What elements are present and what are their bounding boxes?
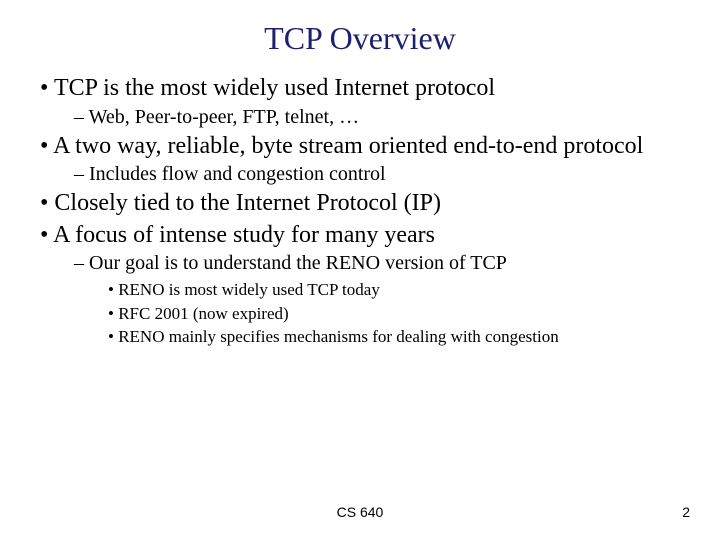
slide-number: 2 (682, 504, 690, 520)
bullet-level-1: Closely tied to the Internet Protocol (I… (40, 190, 690, 218)
footer-center-text: CS 640 (0, 504, 720, 520)
bullet-level-2: Web, Peer-to-peer, FTP, telnet, … (74, 105, 690, 129)
bullet-level-3: RENO is most widely used TCP today (108, 279, 690, 300)
bullet-level-3: RFC 2001 (now expired) (108, 303, 690, 324)
slide-title: TCP Overview (30, 20, 690, 57)
bullet-level-1: A focus of intense study for many years (40, 222, 690, 250)
bullet-level-1: A two way, reliable, byte stream oriente… (40, 133, 690, 161)
bullet-level-2: Includes flow and congestion control (74, 162, 690, 186)
bullet-level-1: TCP is the most widely used Internet pro… (40, 75, 690, 103)
bullet-level-2: Our goal is to understand the RENO versi… (74, 251, 690, 275)
bullet-level-3: RENO mainly specifies mechanisms for dea… (108, 326, 690, 347)
